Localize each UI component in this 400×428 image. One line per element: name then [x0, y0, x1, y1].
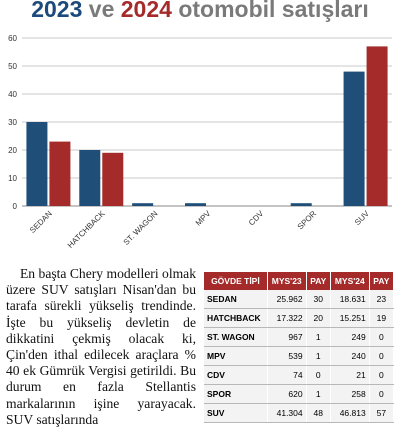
table-cell: 539 — [267, 346, 307, 366]
y-tick-label: 30 — [8, 118, 17, 127]
table-cell: CDV — [204, 365, 268, 385]
table-cell: 57 — [369, 403, 395, 423]
table-row: SPOR 620 1 258 0 — [204, 384, 395, 404]
table-cell: 18.631 — [330, 290, 370, 309]
x-tick-label: MPV — [194, 209, 213, 228]
table-row: HATCHBACK 17.322 20 15.251 19 — [204, 308, 395, 328]
table-cell: 1 — [306, 346, 331, 366]
bar — [290, 203, 312, 206]
x-tick-label: SUV — [353, 209, 371, 227]
bar — [26, 122, 48, 206]
table-cell: 20 — [306, 308, 331, 328]
table-cell: 1 — [306, 384, 331, 404]
table-cell: 967 — [267, 327, 307, 347]
table-row: SUV 41.304 48 46.813 57 — [204, 403, 395, 423]
table-cell: 0 — [369, 327, 395, 347]
table-cell: 249 — [330, 327, 370, 347]
y-tick-label: 20 — [8, 146, 17, 155]
table-row: MPV 539 1 240 0 — [204, 346, 395, 366]
bar — [343, 71, 365, 206]
x-tick-label: CDV — [247, 209, 266, 228]
table-cell: SUV — [204, 403, 268, 423]
table-cell: 0 — [306, 365, 331, 385]
table-cell: 23 — [369, 290, 395, 309]
title-year-2023: 2023 — [31, 0, 83, 22]
x-tick-label: ST. WAGON — [122, 209, 160, 247]
table-cell: 240 — [330, 346, 370, 366]
table-cell: 258 — [330, 384, 370, 404]
table-cell: 74 — [267, 365, 307, 385]
table-header-3: MYS'24 — [330, 272, 370, 290]
table-cell: 1 — [306, 327, 331, 347]
bar — [132, 203, 154, 206]
article-text: En başta Chery modelleri olmak üzere SUV… — [6, 266, 196, 427]
table-header-0: GÖVDE TİPİ — [204, 272, 268, 290]
table-cell: 620 — [267, 384, 307, 404]
bar — [366, 46, 388, 207]
table-row: CDV 74 0 21 0 — [204, 365, 395, 385]
table-header-1: MYS'23 — [267, 272, 307, 290]
y-tick-label: 10 — [8, 174, 17, 183]
table-cell: 30 — [306, 290, 331, 309]
table-cell: 0 — [369, 384, 395, 404]
table-cell: SEDAN — [204, 290, 268, 309]
bar-chart: 0 10 20 30 40 50 60 SEDAN HATCHBACK ST. WAGON MPV C… — [8, 34, 392, 250]
sales-table: GÖVDE TİPİ MYS'23 PAY MYS'24 PAY SEDAN 25.962… — [204, 272, 395, 423]
table-row: SEDAN 25.962 30 18.631 23 — [204, 290, 395, 309]
table-cell: ST. WAGON — [204, 327, 268, 347]
y-tick-label: 40 — [8, 90, 17, 99]
table-cell: 46.813 — [330, 403, 370, 423]
chart-title: 2023 ve 2024 otomobil satışları — [0, 0, 400, 27]
table-cell: 0 — [369, 365, 395, 385]
title-rest: otomobil satışları — [178, 0, 369, 22]
title-conjunction: ve — [88, 0, 115, 22]
table-cell: 41.304 — [267, 403, 307, 423]
y-tick-label: 0 — [13, 202, 18, 211]
x-tick-label: HATCHBACK — [66, 209, 107, 250]
table-header-2: PAY — [306, 272, 331, 290]
x-tick-label: SPOR — [296, 209, 319, 232]
table-header-4: PAY — [369, 272, 395, 290]
table-row: ST. WAGON 967 1 249 0 — [204, 327, 395, 347]
table-cell: 21 — [330, 365, 370, 385]
x-tick-label: SEDAN — [28, 209, 54, 235]
table-cell: 15.251 — [330, 308, 370, 328]
bar — [102, 152, 124, 206]
table-header-row: GÖVDE TİPİ MYS'23 PAY MYS'24 PAY — [204, 272, 395, 290]
table-cell: MPV — [204, 346, 268, 366]
title-year-2024: 2024 — [120, 0, 172, 22]
table-cell: 25.962 — [267, 290, 307, 309]
y-tick-label: 60 — [8, 34, 17, 43]
table-cell: 19 — [369, 308, 395, 328]
y-tick-label: 50 — [8, 62, 17, 71]
table-cell: 17.322 — [267, 308, 307, 328]
bar — [185, 203, 206, 206]
bar — [49, 141, 71, 206]
table-cell: HATCHBACK — [204, 308, 268, 328]
table-cell: 48 — [306, 403, 331, 423]
table-cell: SPOR — [204, 384, 268, 404]
bar — [79, 150, 101, 206]
table-cell: 0 — [369, 346, 395, 366]
